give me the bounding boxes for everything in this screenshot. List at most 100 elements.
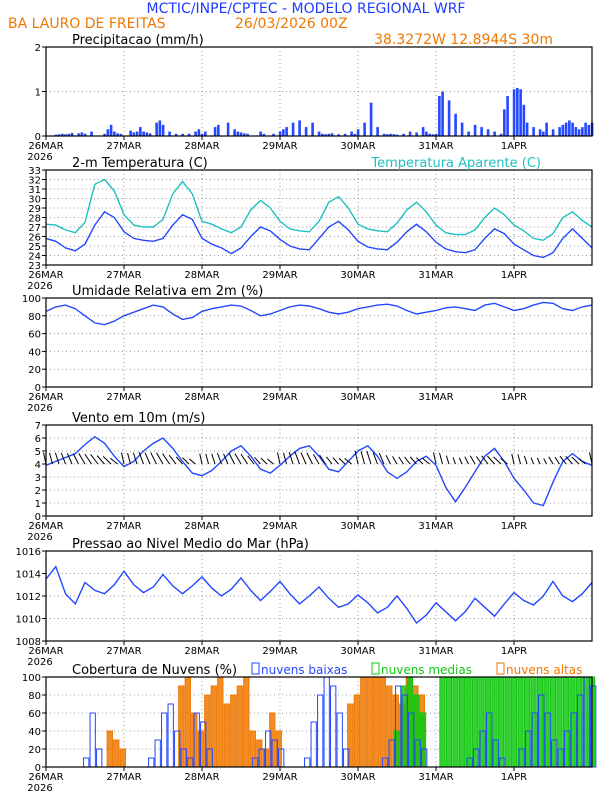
- temperature-xtick-label: 31MAR: [418, 270, 453, 281]
- wind-barb: [132, 452, 138, 465]
- precip-bar: [571, 122, 574, 136]
- precip-ytick-label: 0: [35, 132, 41, 143]
- wind-barb: [162, 453, 170, 465]
- wind-barb: [360, 451, 365, 465]
- coords-label: 38.3272W 12.8944S 30m: [374, 32, 553, 48]
- wind-barb: [156, 452, 164, 465]
- wind-barb: [260, 457, 268, 465]
- precip-bar: [155, 122, 158, 136]
- temperature-title: 2-m Temperatura (C): [72, 156, 208, 171]
- cloud-bar-nuvens-altas: [113, 739, 120, 768]
- precip-bar: [421, 127, 425, 136]
- clouds-ytick-label: 80: [28, 691, 41, 702]
- precip-xtick-label: 26MAR: [28, 141, 63, 152]
- wind-barb: [127, 452, 131, 465]
- precip-xtick-label: 30MAR: [340, 141, 375, 152]
- precip-bar: [525, 122, 529, 136]
- wind-barb: [500, 458, 508, 465]
- humidity-year-label: 2026: [27, 403, 52, 414]
- cloud-bar-nuvens-medias: [458, 676, 466, 768]
- precip-bar: [181, 133, 184, 136]
- precip-bar: [408, 131, 412, 136]
- precip-bar: [376, 127, 379, 136]
- pressure-xtick-label: 26MAR: [28, 646, 63, 657]
- wind-ytick-label: 6: [35, 434, 41, 445]
- wind-barb: [319, 454, 326, 465]
- precip-bar: [278, 131, 282, 136]
- wind-xtick-label: 31MAR: [418, 521, 453, 532]
- precip-bar: [174, 133, 178, 136]
- wind-barb: [109, 457, 118, 465]
- precip-bar: [389, 133, 392, 136]
- wind-barb: [332, 457, 339, 465]
- cloud-bar-nuvens-baixas: [323, 676, 330, 768]
- precip-bar: [67, 133, 71, 136]
- precip-bar: [282, 129, 285, 136]
- precip-bar: [577, 129, 581, 136]
- precip-bar: [564, 122, 568, 136]
- cloud-bar-nuvens-medias: [504, 676, 511, 768]
- cloud-bar-nuvens-baixas: [310, 721, 317, 768]
- wind-xtick-label: 26MAR: [28, 521, 63, 532]
- cloud-bar-nuvens-medias: [452, 676, 459, 768]
- wind-barb: [523, 455, 528, 465]
- wind-barb: [565, 456, 573, 465]
- precip-bar: [148, 133, 152, 136]
- wind-barb: [344, 458, 352, 465]
- precip-bar: [516, 87, 519, 136]
- cloud-bar-nuvens-baixas: [154, 739, 161, 768]
- wind-barb: [392, 456, 398, 465]
- pressure-xtick-label: 31MAR: [418, 646, 453, 657]
- pressure-frame: [45, 550, 593, 642]
- precip-bar: [233, 129, 236, 136]
- wind-barb: [416, 457, 424, 465]
- wind-barb: [493, 456, 502, 465]
- temperature-ytick-label: 33: [28, 166, 41, 177]
- precip-bar: [431, 134, 435, 136]
- humidity-ytick-label: 40: [28, 347, 41, 358]
- precip-bar: [568, 120, 571, 136]
- precip-bar: [447, 100, 451, 136]
- precip-bar: [402, 133, 405, 136]
- wind-barb: [439, 452, 443, 465]
- wind-barb: [138, 451, 144, 465]
- wind-xtick-label: 30MAR: [340, 521, 375, 532]
- precip-bar: [503, 109, 506, 136]
- precip-bar: [142, 131, 145, 136]
- wind-barb: [559, 455, 567, 465]
- precip-bar: [386, 134, 389, 136]
- wind-barb: [571, 456, 580, 465]
- precip-bar: [395, 134, 399, 136]
- wind-barb: [168, 454, 177, 465]
- precip-bar: [327, 133, 331, 136]
- cloud-bar-nuvens-medias: [465, 676, 472, 768]
- wind-barb: [240, 453, 248, 465]
- wind-ytick-label: 7: [35, 421, 41, 432]
- cloud-bar-nuvens-baixas: [304, 757, 311, 768]
- precip-bar: [213, 127, 217, 136]
- humidity-xtick-label: 28MAR: [184, 392, 219, 403]
- precip-title: Precipitacao (mm/h): [72, 33, 204, 48]
- pressure-title: Pressao ao Nivel Medio do Mar (hPa): [72, 537, 309, 552]
- clouds-xtick-label: 30MAR: [340, 772, 375, 783]
- precip-bar: [54, 134, 58, 136]
- precip-bar: [324, 134, 327, 136]
- clouds-xtick-label: 28MAR: [184, 772, 219, 783]
- cloud-bar-nuvens-medias: [497, 676, 505, 768]
- precip-xtick-label: 31MAR: [418, 141, 453, 152]
- temperature-ytick-label: 24: [28, 252, 41, 263]
- wind-barb: [78, 453, 86, 465]
- precip-bar: [330, 133, 334, 136]
- precip-bar: [304, 127, 308, 136]
- wind-barb: [409, 456, 417, 465]
- precip-bar: [392, 134, 396, 136]
- wind-barb: [536, 457, 541, 465]
- wind-barb: [578, 458, 586, 465]
- temperature-ytick-label: 31: [28, 185, 41, 196]
- precip-bar: [356, 129, 360, 136]
- precip-bar: [454, 113, 457, 136]
- pressure-ytick-label: 1014: [16, 570, 41, 581]
- wind-barb: [144, 452, 151, 465]
- cloud-bar-nuvens-baixas: [83, 757, 90, 768]
- wind-barb: [102, 456, 112, 465]
